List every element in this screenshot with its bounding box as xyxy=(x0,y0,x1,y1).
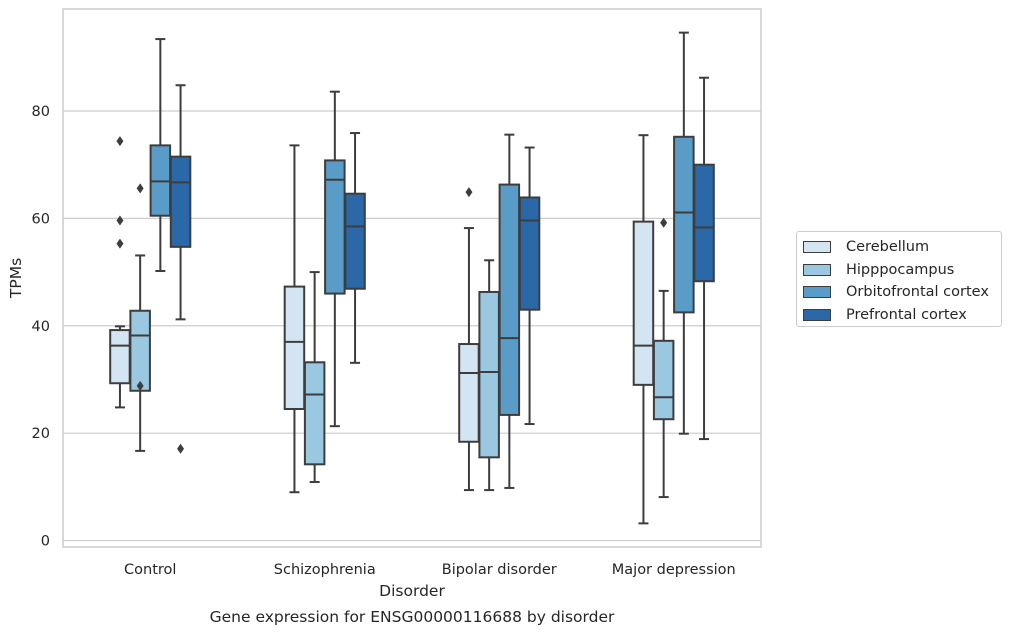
box-group xyxy=(129,183,151,452)
box xyxy=(344,192,366,290)
box-group xyxy=(324,90,346,428)
y-tick-label: 20 xyxy=(32,426,50,442)
box-group xyxy=(344,132,366,364)
box xyxy=(652,339,675,421)
box-group xyxy=(652,217,675,499)
y-tick-label: 40 xyxy=(32,319,50,335)
legend-item: Cerebellum xyxy=(803,236,1001,259)
box-marks xyxy=(109,31,715,525)
x-tick-labels: Control Schizophrenia Bipolar disorder Majo… xyxy=(124,562,736,578)
x-tick-label: Control xyxy=(124,562,176,578)
box xyxy=(303,361,326,466)
y-tick-label: 0 xyxy=(41,534,50,550)
outlier-point xyxy=(116,215,124,226)
box-group xyxy=(303,271,326,484)
box xyxy=(129,309,151,392)
box xyxy=(498,183,521,416)
x-axis-label: Disorder xyxy=(379,582,445,600)
chart-title: Gene expression for ENSG00000116688 by d… xyxy=(210,608,615,626)
box xyxy=(169,155,192,248)
box xyxy=(693,163,715,283)
legend-label: Cerebellum xyxy=(846,239,930,256)
y-tick-label: 80 xyxy=(32,104,50,120)
legend-swatch xyxy=(803,241,831,254)
box xyxy=(673,135,695,314)
box xyxy=(478,290,500,459)
outlier-point xyxy=(660,217,668,228)
box-group xyxy=(498,133,521,489)
box-group xyxy=(149,38,172,273)
y-axis-label: TPMs xyxy=(7,258,25,299)
box-group xyxy=(283,144,306,494)
legend: Cerebellum Hipppocampus Orbitofrontal cort… xyxy=(796,231,1002,327)
x-tick-label: Schizophrenia xyxy=(274,562,376,578)
box xyxy=(283,285,306,411)
legend-label: Hipppocampus xyxy=(846,261,955,278)
y-tick-label: 60 xyxy=(32,211,50,227)
box xyxy=(458,343,480,443)
box-group xyxy=(673,31,695,435)
box-group xyxy=(632,134,655,525)
legend-swatch xyxy=(803,286,831,299)
box-group xyxy=(109,136,131,409)
legend-label: Prefrontal cortex xyxy=(846,306,967,323)
outlier-point xyxy=(136,380,144,391)
legend-item: Hipppocampus xyxy=(803,259,1001,282)
legend-item: Orbitofrontal cortex xyxy=(803,281,1001,304)
x-tick-label: Major depression xyxy=(612,562,736,578)
outlier-point xyxy=(116,136,124,147)
y-tick-labels: 0 20 40 60 80 xyxy=(32,104,50,550)
box xyxy=(109,329,131,385)
legend-swatch xyxy=(803,308,831,321)
legend-item: Prefrontal cortex xyxy=(803,304,1001,327)
plot-frame xyxy=(62,8,762,548)
box-group xyxy=(169,84,192,454)
box-group xyxy=(693,76,715,441)
outlier-point xyxy=(136,183,144,194)
x-tick-label: Bipolar disorder xyxy=(442,562,557,578)
box-group xyxy=(518,146,541,426)
outlier-point xyxy=(177,443,185,454)
box xyxy=(518,196,541,311)
outlier-point xyxy=(465,187,473,198)
box-group xyxy=(478,259,500,492)
box-group xyxy=(458,187,480,492)
legend-label: Orbitofrontal cortex xyxy=(846,284,989,301)
legend-swatch xyxy=(803,263,831,276)
box xyxy=(632,220,655,386)
outlier-point xyxy=(116,238,124,249)
